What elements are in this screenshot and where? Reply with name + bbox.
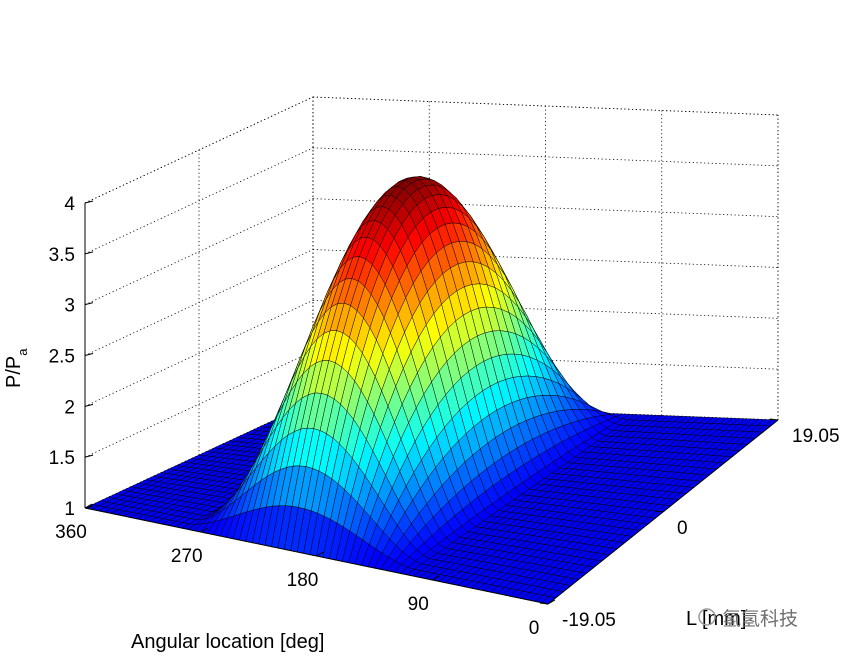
z-tick-label: 4 [64,194,75,215]
z-tick-label: 3.5 [49,245,75,266]
watermark: 氢氢科技 [698,608,798,630]
grid-z-line-back [312,147,779,167]
z-tick-mark [84,454,94,458]
z-tick-label: 2 [64,397,75,418]
x-tick-label: 0 [529,618,540,639]
grid-z-line-back [312,299,779,319]
grid-z-line-left [84,299,314,407]
z-tick-mark [84,403,94,407]
surface-plot [84,176,779,605]
z-tick-mark [84,353,94,356]
y-tick-label: 19.05 [792,426,840,447]
y-tick-label: 0 [677,518,688,539]
svg-text:P/Pa: P/Pa [3,348,30,388]
z-tick-label: 2.5 [49,347,75,368]
x-tick-mark [432,575,440,581]
x-tick-mark [84,503,93,509]
z-axis-label: P/Pa [3,348,30,388]
watermark-text: 氢氢科技 [722,608,798,630]
z-tick-mark [84,200,94,204]
grid-z-line-back [312,198,779,218]
y-axis-label: L [mm] [686,608,746,630]
y-axis-line [547,419,779,605]
x-tick-mark [316,551,324,557]
x-tick-mark [200,527,208,533]
z-tick-mark [84,302,94,306]
grid-z-line-left [84,198,314,306]
z-tick-mark [84,251,94,255]
y-tick-label: -19.05 [562,610,616,631]
z-tick-label: 1.5 [49,448,75,469]
y-tick-mark [654,510,664,513]
grid-z-line-left [84,147,314,255]
watermark-icon [698,608,716,626]
z-axis-label-main: P/P [3,356,25,388]
z-tick-label: 3 [64,296,75,317]
x-tick-label: 90 [408,594,429,615]
grid-z-line-left [84,350,314,458]
x-axis-line [84,507,549,605]
x-tick-label: 270 [171,546,203,567]
x-tick-label: 360 [55,522,87,543]
z-axis-label-subscript: a [15,348,30,356]
x-axis-label: Angular location [deg] [131,631,324,653]
y-tick-mark [769,418,779,421]
z-tick-label: 1 [64,499,75,520]
x-tick-label: 180 [287,570,319,591]
